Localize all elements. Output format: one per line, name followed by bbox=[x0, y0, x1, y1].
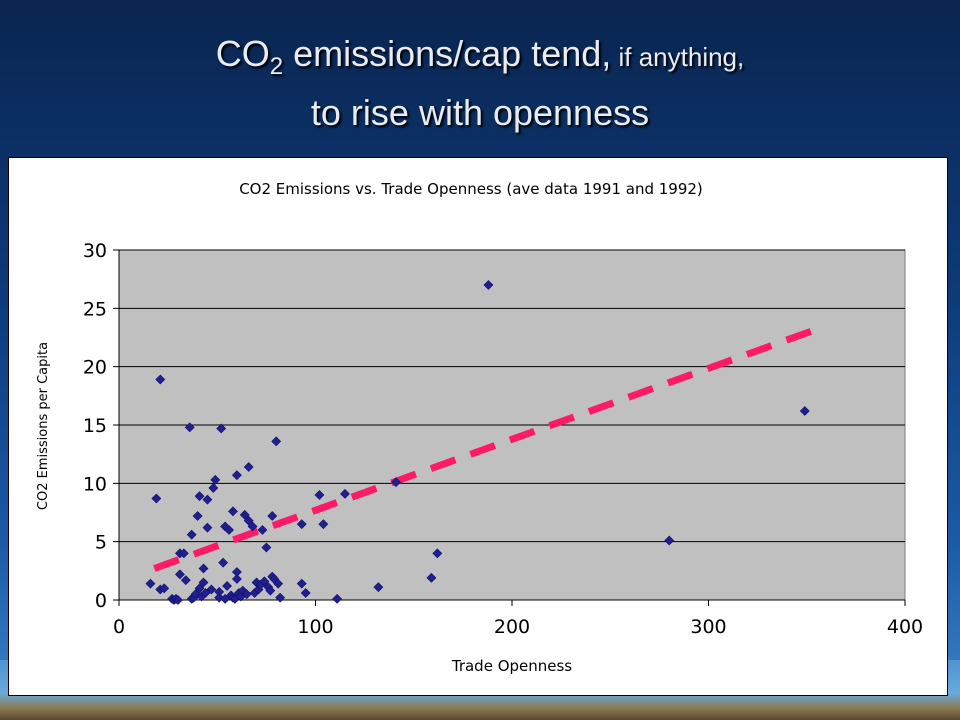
data-point bbox=[198, 563, 209, 574]
data-point bbox=[243, 462, 254, 472]
data-point bbox=[216, 423, 227, 434]
data-point bbox=[314, 490, 325, 500]
data-point bbox=[231, 574, 242, 584]
data-point bbox=[206, 584, 217, 595]
title-part3: if anything, bbox=[611, 42, 745, 72]
y-tick-label: 30 bbox=[83, 240, 107, 262]
y-tick-label: 15 bbox=[83, 415, 107, 437]
data-point bbox=[202, 522, 213, 533]
y-tick-label: 5 bbox=[95, 532, 107, 554]
data-point bbox=[145, 578, 156, 589]
title-part2: emissions/cap tend, bbox=[283, 33, 612, 74]
data-point bbox=[300, 588, 311, 598]
data-point bbox=[155, 374, 166, 385]
data-point bbox=[184, 422, 195, 433]
data-point bbox=[799, 406, 810, 416]
data-point bbox=[267, 511, 278, 521]
data-point bbox=[664, 535, 675, 546]
data-point bbox=[228, 506, 238, 517]
chart-frame: CO2 Emissions vs. Trade Openness (ave da… bbox=[8, 157, 948, 696]
data-point bbox=[208, 483, 219, 493]
trendline bbox=[153, 326, 818, 572]
data-point bbox=[239, 509, 250, 520]
y-tick-label: 20 bbox=[83, 357, 107, 379]
data-point bbox=[373, 582, 384, 593]
data-point bbox=[198, 577, 209, 588]
data-point bbox=[174, 569, 185, 580]
y-axis-label: CO2 Emissions per Capita bbox=[36, 342, 51, 510]
data-point bbox=[257, 525, 268, 535]
data-point bbox=[178, 548, 189, 559]
data-point bbox=[180, 575, 191, 586]
title-subscript: 2 bbox=[269, 53, 284, 80]
data-point bbox=[224, 525, 234, 535]
y-tick-label: 25 bbox=[83, 298, 107, 320]
x-axis-label: Trade Openness bbox=[451, 657, 572, 675]
data-point bbox=[151, 493, 162, 504]
data-point bbox=[332, 593, 343, 604]
data-point bbox=[296, 578, 307, 589]
data-point bbox=[241, 589, 252, 600]
x-tick-label: 100 bbox=[297, 616, 333, 638]
chart-title: CO2 Emissions vs. Trade Openness (ave da… bbox=[239, 180, 703, 198]
data-point bbox=[159, 583, 170, 594]
data-point bbox=[426, 572, 437, 583]
x-tick-label: 200 bbox=[494, 616, 530, 638]
x-tick-label: 0 bbox=[113, 616, 125, 638]
data-point bbox=[173, 595, 183, 605]
data-point bbox=[194, 583, 205, 594]
data-point bbox=[391, 477, 401, 488]
data-point bbox=[261, 542, 272, 553]
data-point bbox=[259, 576, 270, 587]
slide-title: CO2 emissions/cap tend, if anything, to … bbox=[0, 34, 960, 133]
data-point bbox=[318, 519, 329, 530]
x-tick-label: 400 bbox=[887, 616, 923, 638]
slide-title-line2: to rise with openness bbox=[310, 92, 650, 133]
title-part1: CO bbox=[215, 33, 270, 74]
data-point bbox=[296, 519, 307, 530]
data-point bbox=[222, 581, 232, 591]
y-tick-label: 10 bbox=[83, 473, 107, 495]
data-point bbox=[194, 491, 205, 502]
y-tick-label: 0 bbox=[95, 590, 107, 612]
x-tick-label: 300 bbox=[690, 616, 726, 638]
data-point bbox=[210, 474, 221, 485]
data-point bbox=[432, 548, 443, 559]
data-point bbox=[243, 515, 254, 526]
scatter-chart: CO2 Emissions vs. Trade Openness (ave da… bbox=[36, 180, 923, 675]
slide-title-line1: CO2 emissions/cap tend, if anything, bbox=[0, 34, 960, 87]
data-point bbox=[231, 470, 242, 481]
data-point bbox=[483, 280, 494, 290]
data-point bbox=[265, 585, 276, 596]
data-point bbox=[218, 557, 229, 568]
data-point bbox=[275, 592, 286, 603]
data-point bbox=[192, 511, 203, 521]
data-point bbox=[186, 529, 197, 540]
data-point bbox=[340, 488, 350, 499]
data-point bbox=[273, 578, 284, 589]
data-point bbox=[247, 521, 258, 532]
data-point bbox=[271, 436, 282, 447]
data-point bbox=[202, 494, 213, 505]
